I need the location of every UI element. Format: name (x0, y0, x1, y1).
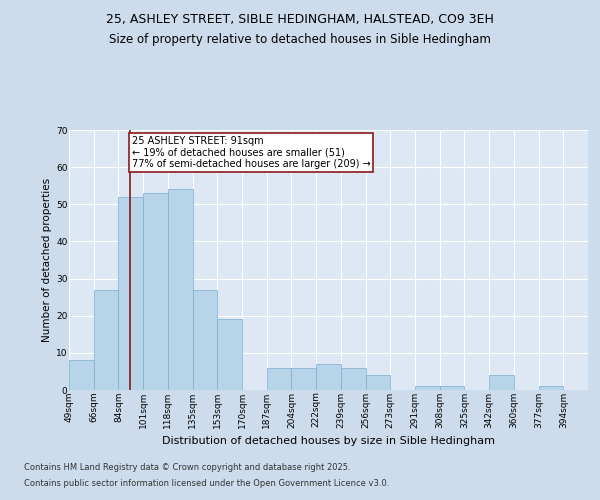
Y-axis label: Number of detached properties: Number of detached properties (42, 178, 52, 342)
Text: Size of property relative to detached houses in Sible Hedingham: Size of property relative to detached ho… (109, 32, 491, 46)
Bar (365, 375, 390, 390)
X-axis label: Distribution of detached houses by size in Sible Hedingham: Distribution of detached houses by size … (162, 436, 495, 446)
Bar (440, 386, 464, 390)
Bar (94, 290, 118, 390)
Bar (489, 375, 514, 390)
Bar (316, 364, 341, 390)
Bar (539, 386, 563, 390)
Text: Contains public sector information licensed under the Open Government Licence v3: Contains public sector information licen… (24, 478, 389, 488)
Bar (168, 190, 193, 390)
Bar (415, 386, 440, 390)
Text: Contains HM Land Registry data © Crown copyright and database right 2025.: Contains HM Land Registry data © Crown c… (24, 464, 350, 472)
Text: 25 ASHLEY STREET: 91sqm
← 19% of detached houses are smaller (51)
77% of semi-de: 25 ASHLEY STREET: 91sqm ← 19% of detache… (131, 136, 370, 169)
Bar (341, 368, 365, 390)
Bar (292, 368, 316, 390)
Bar (69, 360, 94, 390)
Bar (143, 193, 168, 390)
Bar (118, 197, 143, 390)
Bar (267, 368, 292, 390)
Bar (217, 320, 242, 390)
Text: 25, ASHLEY STREET, SIBLE HEDINGHAM, HALSTEAD, CO9 3EH: 25, ASHLEY STREET, SIBLE HEDINGHAM, HALS… (106, 12, 494, 26)
Bar (193, 290, 217, 390)
